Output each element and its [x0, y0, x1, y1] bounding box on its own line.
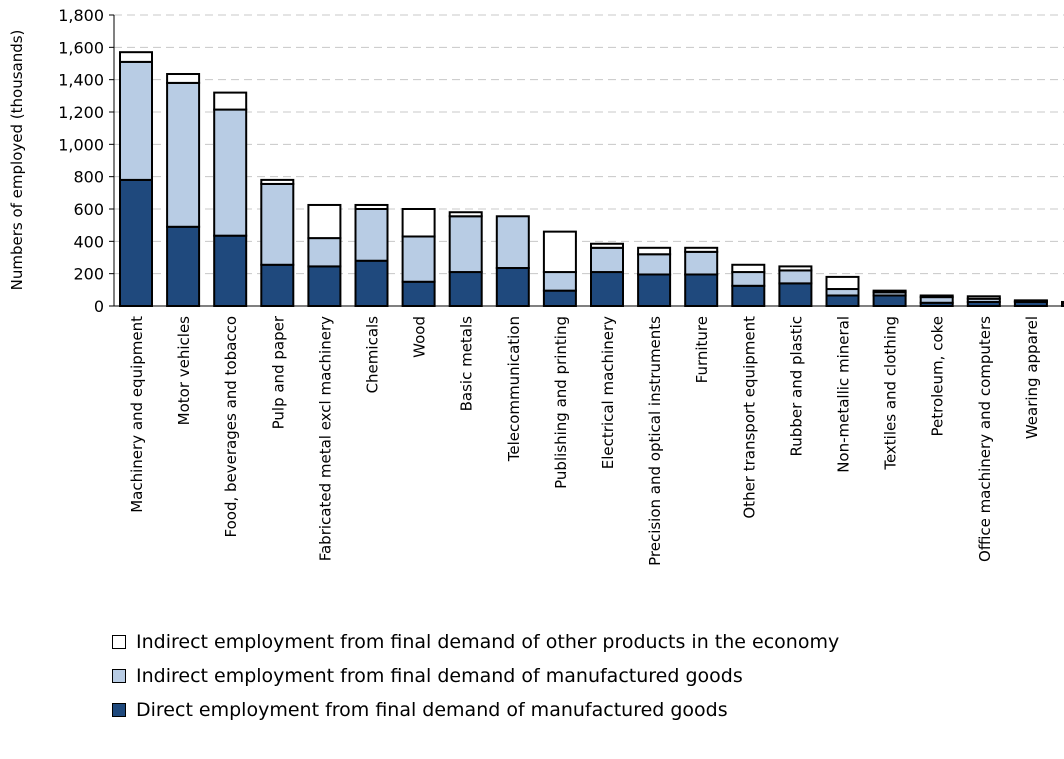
x-tick-label: Precision and optical instruments [646, 316, 664, 566]
x-tick-label: Pulp and paper [269, 315, 287, 429]
y-tick-label: 1,600 [58, 38, 104, 57]
bar-segment [872, 294, 907, 308]
bar-segment [637, 253, 672, 276]
y-tick-label: 0 [94, 297, 104, 316]
x-tick-label: Wood [411, 316, 429, 358]
bar-segment [166, 73, 201, 84]
x-tick-label: Chemicals [364, 316, 382, 394]
y-axis-label: Numbers of employed (thousands) [8, 30, 26, 291]
bar-segment [448, 211, 483, 218]
bar-segment [401, 208, 436, 238]
legend-swatch [112, 703, 126, 717]
bar-segment [213, 91, 248, 111]
bar-segment [119, 178, 153, 307]
y-tick-label: 1,000 [58, 135, 104, 154]
y-axis: 0 200 400 600 800 1,000 1,200 1,400 1,600 1,800 [58, 6, 1064, 316]
bar-segment [260, 263, 295, 307]
bar-segment [825, 294, 860, 308]
bar-segment [260, 178, 295, 185]
bar-segment [966, 295, 1001, 300]
legend-label: Direct employment from final demand of m… [136, 699, 728, 721]
bar-segment [213, 108, 248, 237]
bar-segment [354, 259, 389, 308]
bar-segment [637, 273, 672, 308]
y-tick-label: 1,800 [58, 6, 104, 25]
bar-segment [495, 267, 530, 307]
bar-segment [166, 81, 201, 228]
bar-segment [919, 294, 954, 299]
bar-segment [260, 182, 295, 266]
bar-segment [354, 203, 389, 210]
legend-swatch [112, 635, 126, 649]
x-tick-label: Fabricated metal excl machinery [316, 316, 334, 561]
bar-segment [590, 246, 624, 274]
bar-segment [307, 265, 342, 307]
bar-segment [731, 271, 766, 287]
bars [119, 51, 1064, 308]
x-tick-label: Machinery and equipment [128, 316, 146, 513]
bar-segment [213, 234, 248, 307]
x-tick-label: Textiles and clothing [882, 316, 900, 471]
x-tick-label: Food, beverages and tobacco [222, 316, 240, 537]
bar-segment [119, 51, 153, 63]
bar-segment [166, 225, 201, 308]
bar-segment [637, 246, 672, 256]
y-tick-label: 600 [73, 200, 104, 219]
bar-segment [542, 230, 577, 274]
x-tick-label: Publishing and printing [552, 316, 570, 489]
y-tick-label: 200 [73, 265, 104, 284]
x-tick-label: Furniture [693, 316, 711, 383]
bar-segment [778, 265, 813, 272]
x-tick-label: Motor vehicles [175, 316, 193, 426]
x-tick-label: Wearing apparel [1023, 316, 1041, 439]
bar-segment [684, 250, 719, 276]
bar-segment [684, 273, 719, 308]
bar-segment [872, 289, 907, 294]
bar-segment [307, 237, 342, 268]
bar-segment [590, 271, 624, 307]
bar-segment [542, 271, 577, 292]
bar-segment [401, 235, 436, 283]
bar-segment [731, 263, 766, 274]
x-axis-labels: Machinery and equipment Motor vehicles Foo… [128, 315, 1041, 566]
x-tick-label: Office machinery and computers [976, 316, 994, 562]
bar-segment [448, 215, 483, 274]
x-tick-label: Electrical machinery [599, 316, 617, 469]
x-tick-label: Telecommunication [505, 316, 523, 462]
bar-segment [119, 60, 153, 181]
bar-segment [731, 284, 766, 307]
bar-segment [684, 246, 719, 253]
stacked-bar-chart: 0 200 400 600 800 1,000 1,200 1,400 1,600 1,800 M… [8, 6, 1064, 566]
x-tick-label: Non-metallic mineral [835, 316, 853, 473]
legend-item: Indirect employment from final demand of… [112, 625, 839, 659]
bar-segment [495, 215, 530, 270]
legend-label: Indirect employment from final demand of… [136, 665, 743, 687]
legend-item: Direct employment from final demand of m… [112, 693, 839, 727]
y-tick-label: 800 [73, 168, 104, 187]
bar-segment [825, 275, 860, 291]
x-tick-label: Rubber and plastic [787, 316, 805, 456]
legend: Indirect employment from final demand of… [112, 625, 839, 727]
x-tick-label: Petroleum, coke [929, 316, 947, 437]
x-tick-label: Basic metals [458, 316, 476, 412]
legend-label: Indirect employment from final demand of… [136, 631, 840, 653]
gridlines [114, 14, 1064, 275]
y-tick-label: 1,200 [58, 103, 104, 122]
legend-swatch [112, 669, 126, 683]
x-tick-label: Other transport equipment [740, 316, 758, 519]
bar-segment [590, 242, 624, 249]
legend-item: Indirect employment from final demand of… [112, 659, 839, 693]
bar-segment [778, 269, 813, 285]
bar-segment [1013, 299, 1048, 303]
y-tick-label: 400 [73, 232, 104, 251]
bar-segment [354, 208, 389, 262]
bar-segment [1061, 300, 1064, 304]
bar-segment [778, 282, 813, 308]
y-tick-label: 1,400 [58, 71, 104, 90]
bar-segment [542, 289, 577, 307]
bar-segment [401, 280, 436, 307]
bar-segment [1061, 302, 1064, 308]
bar-segment [448, 271, 483, 307]
bar-segment [307, 203, 342, 240]
